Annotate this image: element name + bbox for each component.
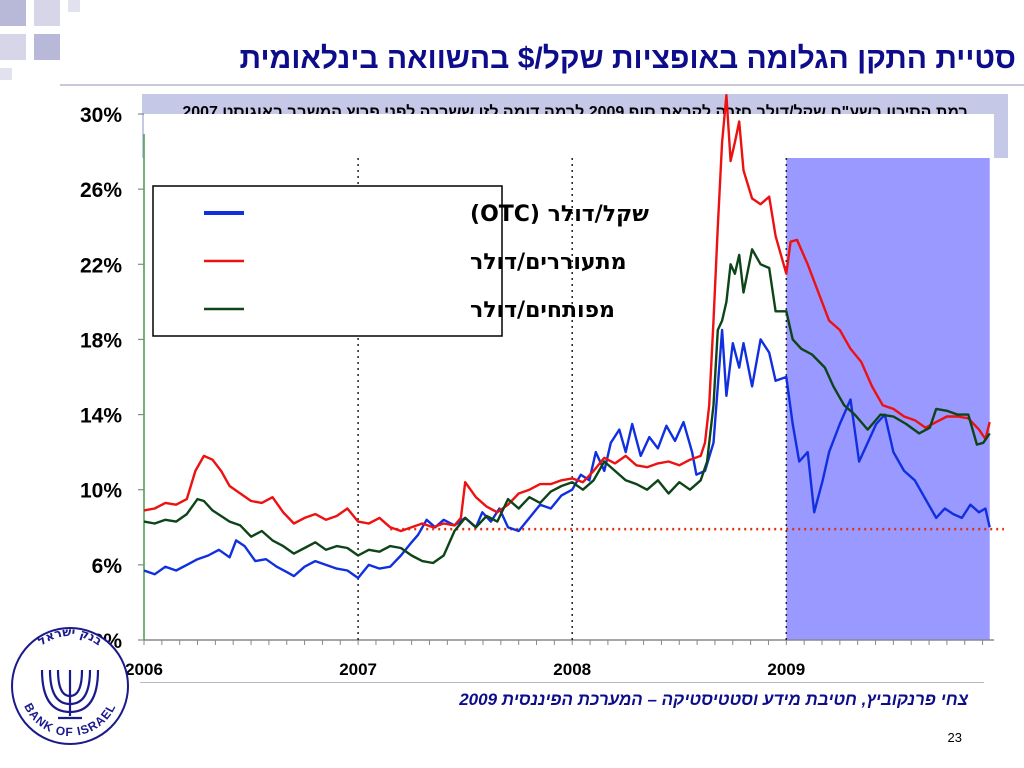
page-number: 23 [947,730,962,745]
decor-square [34,34,60,60]
series-line-shekel-dollar [143,328,991,580]
x-tick-label: 2008 [553,660,591,679]
decor-square [0,0,26,26]
bank-of-israel-logo: BANK OF ISRAEL בנק ישראל [11,625,129,745]
footer-credit: צחי פרנקוביץ, חטיבת מידע וסטטיסטיקה – המ… [459,690,968,709]
legend-label: מפותחים/דולר [470,298,615,323]
highlight-region-2009 [786,158,990,640]
x-tick-label: 2006 [125,660,163,679]
title-divider [60,84,1024,86]
decor-square [0,68,12,80]
slide-title: סטיית התקן הגלומה באופציות שקל/$ בהשוואה… [239,42,1016,75]
y-tick-label: 30% [80,104,122,127]
y-tick-label: 26% [80,179,122,202]
y-tick-label: 6% [92,555,123,578]
y-tick-label: 22% [80,254,122,277]
x-tick-label: 2007 [339,660,377,679]
series-line-emerging-dollar [143,93,991,533]
y-tick-label: 10% [80,480,122,503]
y-tick-label: 14% [80,405,122,428]
decor-square [0,34,26,60]
legend-label: שקל/דולר (OTC) [470,202,649,227]
legend-label: מתעוררים/דולר [470,250,627,275]
menorah-icon [40,669,100,720]
y-tick-label: 18% [80,329,122,352]
series-line-developed-dollar [143,248,991,565]
decor-square [68,0,80,12]
decor-square [34,0,60,26]
x-tick-label: 2009 [767,660,805,679]
footer-divider [140,682,984,683]
